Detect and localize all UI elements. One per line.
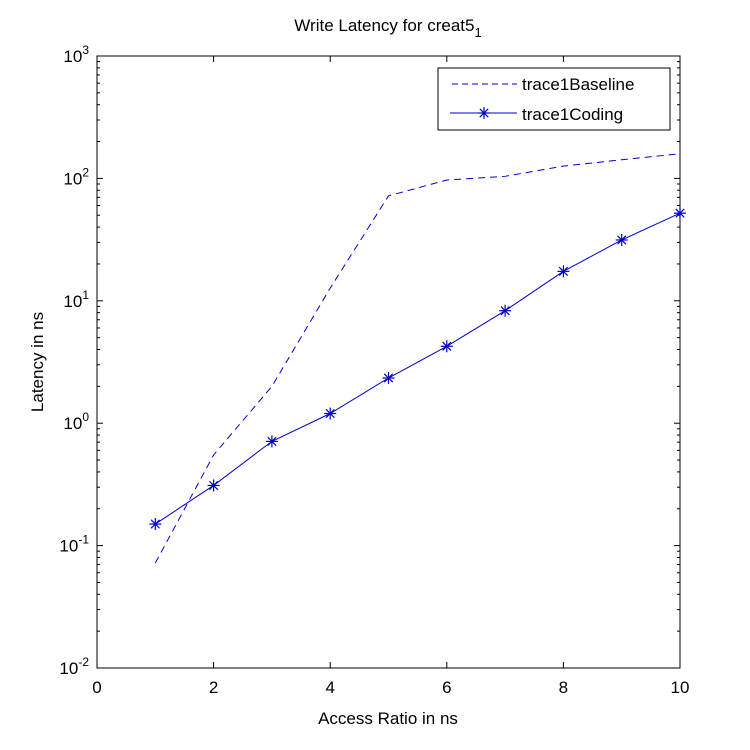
y-tick-label: 100 — [63, 410, 89, 433]
y-tick-label: 102 — [63, 165, 89, 188]
marker-stroke — [208, 480, 219, 491]
x-tick-label: 8 — [559, 678, 568, 697]
y-tick-label: 103 — [63, 43, 89, 66]
data-point-trace1Coding — [615, 233, 628, 246]
x-tick-label: 0 — [92, 678, 101, 697]
marker-stroke — [442, 341, 452, 351]
marker-stroke — [479, 108, 489, 118]
x-axis-label: Access Ratio in ns — [318, 709, 458, 728]
plot-area — [96, 55, 681, 669]
data-point-trace1Coding — [382, 372, 395, 385]
marker-stroke — [617, 235, 627, 245]
data-point-trace1Coding — [324, 407, 337, 420]
marker-stroke — [558, 266, 569, 276]
legend-marker-coding — [478, 107, 490, 119]
x-tick-label: 2 — [209, 678, 218, 697]
y-tick-label: 10-2 — [59, 655, 89, 678]
marker-stroke — [500, 306, 510, 316]
marker-stroke — [675, 208, 685, 218]
chart-title: Write Latency for creat51 — [294, 16, 481, 40]
data-point-trace1Coding — [674, 207, 686, 220]
x-tick-label: 4 — [325, 678, 334, 697]
x-tick-label: 6 — [442, 678, 451, 697]
y-tick-label: 101 — [63, 288, 89, 311]
marker-stroke — [325, 408, 335, 419]
series-line-trace1Coding — [155, 212, 681, 525]
x-tick-label: 10 — [671, 678, 690, 697]
y-tick-label: 10-1 — [59, 533, 89, 556]
data-point-trace1Coding — [149, 518, 162, 531]
marker-stroke — [150, 519, 160, 529]
data-point-trace1Coding — [499, 304, 512, 317]
data-point-trace1Coding — [265, 435, 278, 448]
legend: trace1Baseline trace1Coding — [437, 67, 671, 131]
data-point-trace1Coding — [207, 479, 220, 492]
y-axis-label: Latency in ns — [28, 312, 47, 412]
data-point-trace1Coding — [557, 265, 570, 278]
legend-label-coding: trace1Coding — [522, 105, 623, 124]
data-point-trace1Coding — [440, 340, 453, 353]
legend-label-baseline: trace1Baseline — [522, 75, 634, 94]
marker-stroke — [383, 373, 394, 383]
legend-box — [437, 67, 671, 131]
marker-stroke — [267, 436, 277, 447]
